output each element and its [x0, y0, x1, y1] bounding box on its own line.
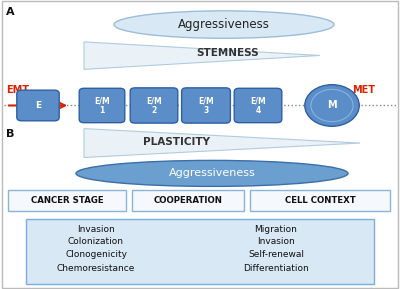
Ellipse shape — [76, 160, 348, 186]
Ellipse shape — [305, 85, 359, 126]
Text: Colonization: Colonization — [68, 237, 124, 247]
Text: Invasion: Invasion — [257, 237, 295, 247]
Text: E/M
2: E/M 2 — [146, 96, 162, 115]
FancyBboxPatch shape — [130, 88, 178, 123]
Text: E/M
4: E/M 4 — [250, 96, 266, 115]
Text: B: B — [6, 129, 14, 139]
Text: Aggressiveness: Aggressiveness — [178, 18, 270, 31]
FancyBboxPatch shape — [234, 88, 282, 123]
Text: E/M
1: E/M 1 — [94, 96, 110, 115]
Text: Invasion: Invasion — [77, 225, 115, 234]
Text: M: M — [327, 101, 337, 110]
Polygon shape — [84, 42, 320, 69]
FancyBboxPatch shape — [132, 190, 244, 211]
FancyBboxPatch shape — [79, 88, 125, 123]
FancyBboxPatch shape — [182, 88, 230, 123]
Text: E: E — [35, 101, 41, 110]
Text: CELL CONTEXT: CELL CONTEXT — [285, 196, 355, 205]
FancyBboxPatch shape — [250, 190, 390, 211]
Text: STEMNESS: STEMNESS — [197, 48, 259, 58]
Text: Differentiation: Differentiation — [243, 264, 309, 273]
Text: COOPERATION: COOPERATION — [154, 196, 222, 205]
Text: Clonogenicity: Clonogenicity — [65, 250, 127, 260]
Text: CANCER STAGE: CANCER STAGE — [31, 196, 103, 205]
FancyBboxPatch shape — [26, 219, 374, 284]
Text: Chemoresistance: Chemoresistance — [57, 264, 135, 273]
FancyBboxPatch shape — [17, 90, 59, 121]
Ellipse shape — [114, 11, 334, 38]
Text: MET: MET — [352, 85, 376, 95]
Text: Migration: Migration — [254, 225, 298, 234]
Polygon shape — [84, 129, 360, 158]
Text: Self-renewal: Self-renewal — [248, 250, 304, 260]
FancyBboxPatch shape — [8, 190, 126, 211]
Text: Aggressiveness: Aggressiveness — [169, 168, 255, 178]
Text: E/M
3: E/M 3 — [198, 96, 214, 115]
Text: A: A — [6, 7, 15, 17]
Text: PLASTICITY: PLASTICITY — [142, 137, 210, 147]
Text: EMT: EMT — [6, 85, 30, 95]
